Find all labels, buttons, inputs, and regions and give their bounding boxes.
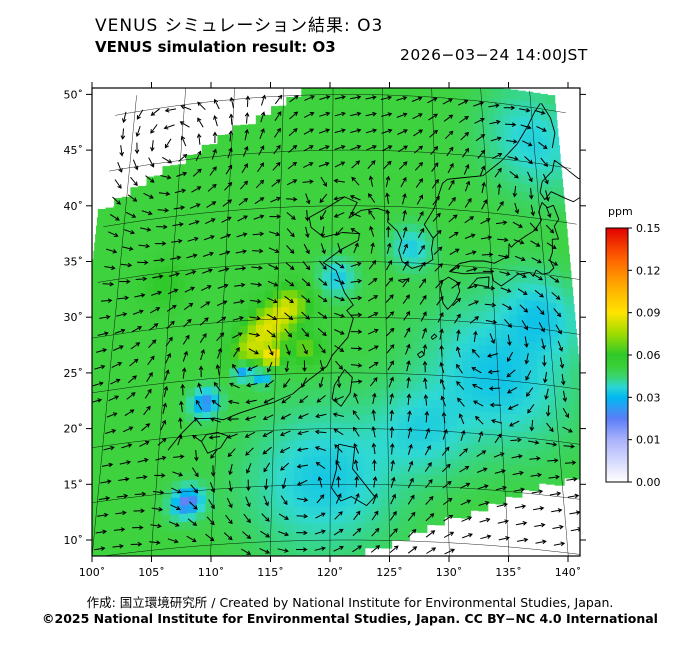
colorbar-tick-label: 0.09 [636,307,661,320]
colorbar: 0.15 0.12 0.09 0.06 0.03 0.01 0.00 ppm [605,205,661,489]
colorbar-gradient [605,227,629,483]
lat-tick-label: 35˚ [64,256,84,269]
colorbar-tick-label: 0.01 [636,434,661,447]
timestamp: 2026−03−24 14:00JST [400,46,588,64]
plot-frame [91,87,581,557]
lon-tick-label: 100˚ [79,566,106,579]
wind-arrows [92,94,580,555]
license-text: ©2025 National Institute for Environment… [42,611,658,626]
page-title-japanese: VENUS シミュレーション結果: O3 [95,16,384,36]
lon-tick-label: 135˚ [495,566,522,579]
lon-tick-label: 130˚ [436,566,463,579]
colorbar-tick-label: 0.03 [636,391,661,404]
lon-tick-label: 125˚ [376,566,403,579]
lon-tick-label: 120˚ [317,566,344,579]
o3-concentration-field [92,88,580,556]
colorbar-unit-label: ppm [608,205,633,218]
lat-tick-label: 30˚ [64,311,84,324]
lat-tick-label: 15˚ [64,478,84,491]
lon-tick-label: 110˚ [198,566,225,579]
page-title-english: VENUS simulation result: O3 [95,38,336,56]
colorbar-tick-label: 0.12 [636,264,661,277]
lon-tick-label: 140˚ [555,566,582,579]
colorbar-tick-label: 0.15 [636,222,661,235]
lat-tick-label: 25˚ [64,367,84,380]
coastlines [167,103,580,507]
lat-tick-label: 40˚ [64,200,84,213]
credit-text: 作成: 国立環境研究所 / Created by National Instit… [86,595,614,610]
lon-tick-label: 115˚ [257,566,284,579]
lat-tick-label: 20˚ [64,423,84,436]
lat-tick-label: 50˚ [64,88,84,101]
lat-tick-label: 10˚ [64,534,84,547]
colorbar-tick-label: 0.00 [636,476,661,489]
colorbar-tick-label: 0.06 [636,349,661,362]
axes: 50˚ 45˚ 40˚ 35˚ 30˚ 25˚ 20˚ 15˚ 10˚ 100˚ 105˚ 110˚ 1… [64,82,586,579]
lat-tick-label: 45˚ [64,144,84,157]
lon-tick-label: 105˚ [138,566,165,579]
graticule [92,88,580,556]
